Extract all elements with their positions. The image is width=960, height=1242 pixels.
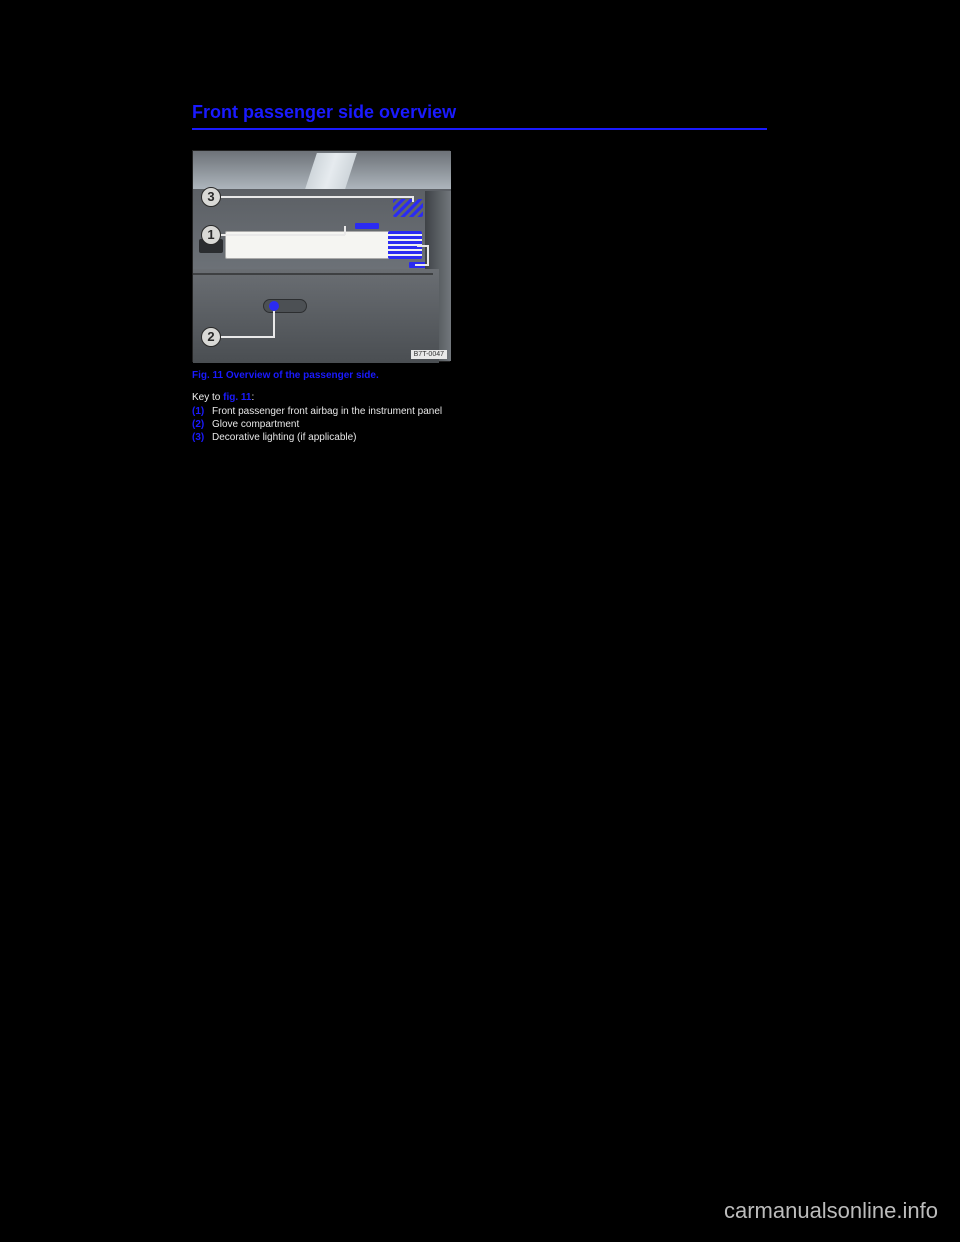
key-item-text: Front passenger front airbag in the inst… xyxy=(212,406,442,417)
heading-underline xyxy=(192,128,767,130)
figure-decorative-lighting xyxy=(393,199,423,217)
figure-passenger-side: 3 1 2 B7T-0047 xyxy=(192,150,450,362)
figure-image-code: B7T-0047 xyxy=(411,350,447,359)
watermark: carmanualsonline.info xyxy=(724,1198,938,1224)
figure-callout-3: 3 xyxy=(201,187,221,207)
key-item-text: Glove compartment xyxy=(212,419,299,430)
figure-callout-2: 2 xyxy=(201,327,221,347)
key-item-number: (1) xyxy=(192,406,212,417)
figure-leader-line xyxy=(221,336,275,338)
figure-leader-line xyxy=(415,264,429,266)
figure-leader-line xyxy=(221,196,413,198)
key-item: (3) Decorative lighting (if applicable) xyxy=(192,432,442,443)
section-heading: Front passenger side overview xyxy=(192,102,456,123)
key-item-text: Decorative lighting (if applicable) xyxy=(212,432,357,443)
key-item-number: (3) xyxy=(192,432,212,443)
figure-glovebox-lock xyxy=(269,301,279,311)
figure-leader-line xyxy=(412,196,414,202)
key-item-number: (2) xyxy=(192,419,212,430)
figure-leader-line xyxy=(344,226,346,235)
page: Front passenger side overview 3 1 2 B7T-… xyxy=(0,0,960,1242)
figure-glovebox xyxy=(193,269,439,363)
figure-glovebox-seam xyxy=(193,273,433,275)
figure-leader-line xyxy=(273,311,275,337)
key-intro: Key to fig. 11: xyxy=(192,392,254,403)
figure-leader-line xyxy=(221,234,345,236)
figure-callout-1: 1 xyxy=(201,225,221,245)
key-list: (1) Front passenger front airbag in the … xyxy=(192,406,442,445)
key-item: (1) Front passenger front airbag in the … xyxy=(192,406,442,417)
figure-caption: Fig. 11 Overview of the passenger side. xyxy=(192,370,379,381)
figure-leader-line xyxy=(427,245,429,265)
key-intro-figref: fig. 11 xyxy=(223,392,251,403)
key-intro-post: : xyxy=(252,392,255,403)
key-intro-pre: Key to xyxy=(192,392,223,403)
figure-airbag-label xyxy=(355,223,379,229)
key-item: (2) Glove compartment xyxy=(192,419,442,430)
